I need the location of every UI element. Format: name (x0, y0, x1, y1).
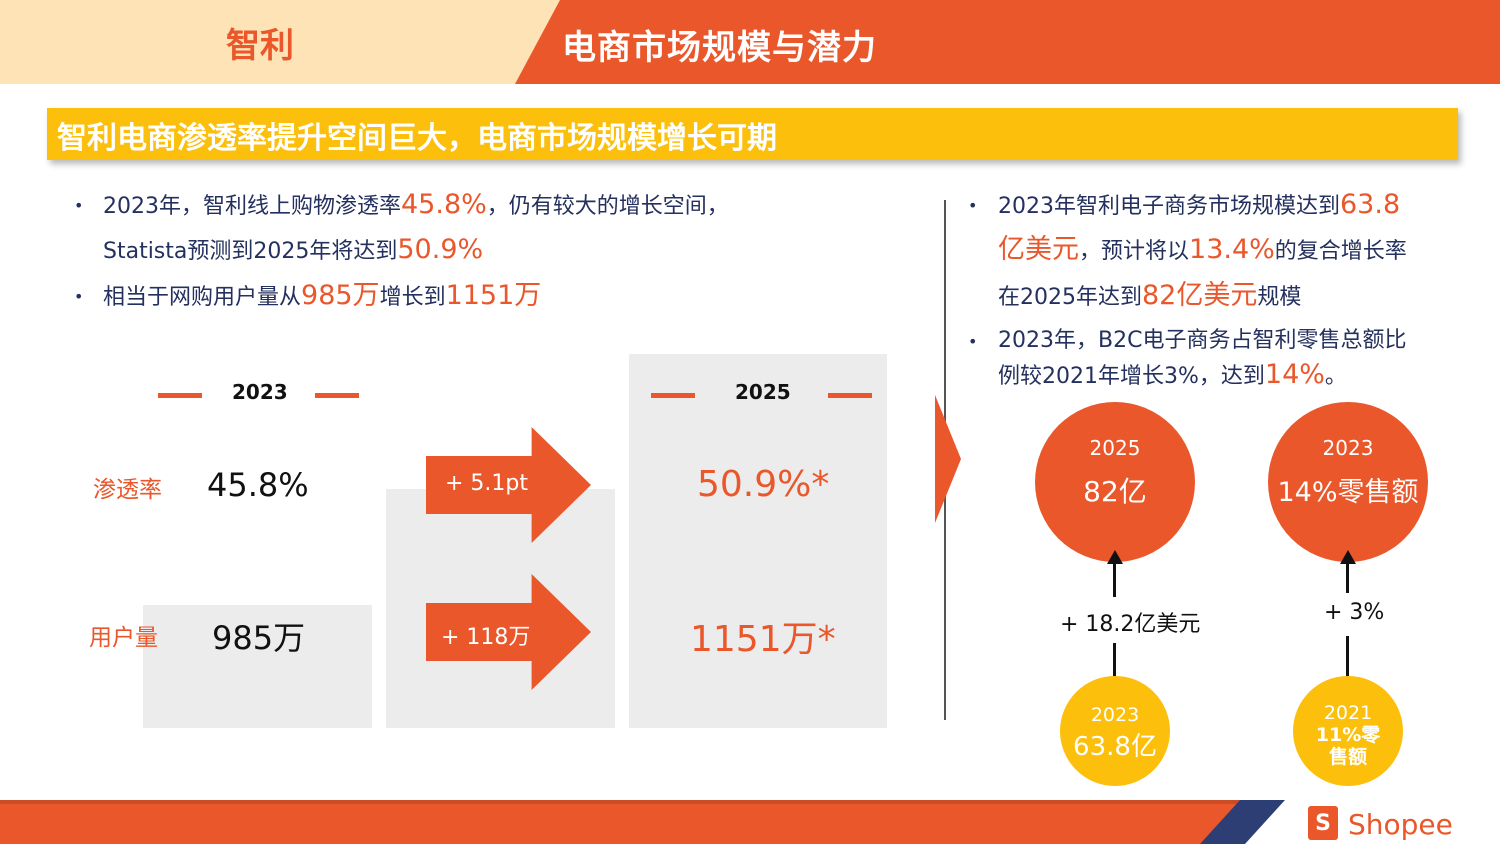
users-2025-value: 1151万* (690, 619, 836, 660)
penetration-2023-value: 45.8% (207, 466, 309, 504)
penetration-2025-value: 50.9%* (697, 464, 830, 505)
penetration-delta: + 5.1pt (445, 471, 529, 496)
highlight-cagr: 13.4% (1189, 234, 1275, 265)
page-title: 电商市场规模与潜力 (562, 28, 877, 68)
chevron-right-icon (935, 395, 961, 523)
circle-year: 2025 (1089, 436, 1141, 460)
connector-line (1346, 636, 1349, 680)
footer-logo-panel (1245, 800, 1500, 844)
highlight-users-2025: 1151万 (445, 280, 542, 311)
text-segment: 的复合增长率 (1274, 239, 1407, 264)
connector-line (1113, 643, 1116, 681)
bar-2025 (629, 354, 887, 728)
header-right-panel (515, 0, 1500, 84)
market-growth: + 18.2亿美元 (1060, 612, 1201, 637)
shopee-bag-icon: S (1308, 806, 1338, 840)
users-2023-value: 985万 (212, 619, 306, 657)
year-dash (158, 393, 202, 398)
arrow-up-icon (1107, 550, 1123, 564)
circle-year: 2023 (1090, 704, 1140, 726)
arrow-up-icon (1340, 550, 1356, 564)
left-bullet-2: 相当于网购用户量从985万增长到1151万 (103, 273, 541, 320)
text-segment: 2023年，智利线上购物渗透率 (103, 194, 401, 219)
right-bullet-2-line2: 例较2021年增长3%，达到14%。 (998, 352, 1347, 399)
year-dash (315, 393, 359, 398)
text-segment: 增长到 (379, 285, 446, 310)
header-left-panel (0, 0, 560, 84)
row-label-penetration: 渗透率 (93, 477, 162, 503)
year-dash (828, 393, 872, 398)
text-segment: 规模 (1257, 285, 1302, 310)
text-segment: ，预计将以 (1079, 239, 1190, 264)
retail-growth: + 3% (1324, 600, 1385, 625)
highlight-penetration-2025: 50.9% (397, 234, 484, 265)
highlight-penetration-2023: 45.8% (401, 189, 487, 220)
summary-banner-text: 智利电商渗透率提升空间巨大，电商市场规模增长可期 (57, 121, 777, 156)
text-segment: 例较2021年增长3%，达到 (998, 364, 1265, 389)
text-segment: 。 (1324, 364, 1347, 389)
text-segment: 在2025年达到 (998, 285, 1142, 310)
text-segment: 2023年智利电子商务市场规模达到 (998, 194, 1340, 219)
bullet-dot: • (74, 196, 84, 215)
circle-value: 14%零售额 (1277, 477, 1419, 508)
circle-year: 2021 (1323, 702, 1373, 724)
market-2023-circle: 2023 63.8亿 (1060, 676, 1170, 786)
year-dash (651, 393, 695, 398)
right-bullet-1-line3: 在2025年达到82亿美元规模 (998, 273, 1301, 320)
retail-2023-circle: 2023 14%零售额 (1268, 402, 1428, 562)
text-segment: 2023年，B2C电子商务占智利零售总额比 (998, 328, 1407, 353)
highlight-market-2023: 63.8 (1340, 189, 1401, 220)
highlight-retail-share: 14% (1264, 359, 1325, 390)
right-bullet-1-line1: 2023年智利电子商务市场规模达到63.8 (998, 182, 1400, 229)
summary-banner (47, 108, 1458, 160)
retail-2021-circle: 2021 11%零售额 (1293, 676, 1403, 786)
left-bullet-1-line2: Statista预测到2025年将达到50.9% (103, 227, 483, 274)
footer-shadow (0, 800, 1500, 804)
bullet-dot: • (968, 196, 978, 215)
bullet-dot: • (968, 332, 978, 351)
circle-value: 11%零售额 (1315, 724, 1381, 768)
bullet-dot: • (74, 287, 84, 306)
highlight-unit: 亿美元 (998, 234, 1079, 265)
text-segment: 相当于网购用户量从 (103, 285, 302, 310)
circle-value: 63.8亿 (1073, 732, 1157, 762)
users-delta: + 118万 (441, 625, 531, 650)
highlight-market-2025: 82亿美元 (1142, 280, 1258, 311)
right-bullet-1-line2: 亿美元，预计将以13.4%的复合增长率 (998, 227, 1407, 274)
year-2025-label: 2025 (735, 380, 791, 404)
year-2023-label: 2023 (232, 380, 288, 404)
connector-line (1346, 563, 1349, 593)
right-bullet-2-line1: 2023年，B2C电子商务占智利零售总额比 (998, 318, 1406, 363)
highlight-users-2023: 985万 (301, 280, 380, 311)
text-segment: ，仍有较大的增长空间， (486, 194, 729, 219)
circle-value: 82亿 (1083, 475, 1147, 508)
row-label-users: 用户量 (89, 625, 158, 651)
shopee-logo-text: Shopee (1348, 808, 1453, 841)
market-2025-circle: 2025 82亿 (1035, 402, 1195, 562)
header-country: 智利 (226, 26, 294, 66)
text-segment: Statista预测到2025年将达到 (103, 239, 398, 264)
left-bullet-1-line1: 2023年，智利线上购物渗透率45.8%，仍有较大的增长空间， (103, 182, 729, 229)
connector-line (1113, 563, 1116, 597)
bar-2023 (143, 605, 372, 728)
circle-year: 2023 (1322, 436, 1374, 460)
